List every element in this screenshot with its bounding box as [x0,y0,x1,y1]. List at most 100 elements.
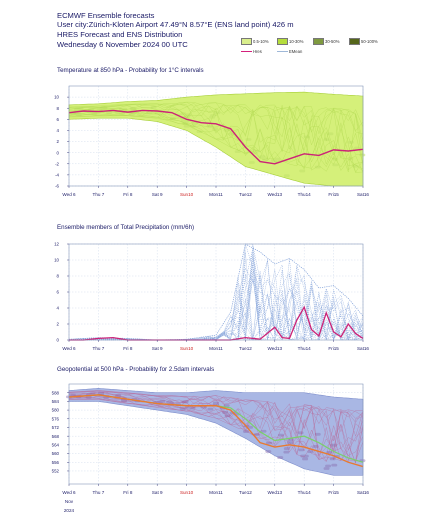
ensemble-member-line [68,103,364,160]
probability-cell [259,155,266,159]
panel-title-geopotential: Geopotential at 500 hPa - Probability fo… [57,366,215,373]
x-tick-label: Wed13 [268,346,283,351]
x-tick-label: Tue12 [239,490,252,495]
ensemble-member-line [68,293,364,341]
x-tick-label: Sun10 [180,192,194,197]
ensemble-member-line [68,105,364,173]
ensemble-member-line [68,391,364,442]
probability-cell [283,447,290,450]
probability-cell [212,127,219,131]
legend-label-band-2: 10-30% [289,39,304,44]
ensemble-member-line [68,101,364,173]
ensemble-member-line [68,395,364,464]
x-tick-label: Sat16 [357,346,369,351]
probability-cell [314,165,321,169]
x-tick-label: Wed 6 [62,346,76,351]
ensemble-member-line [68,103,364,170]
ensemble-member-line [68,391,364,447]
y-tick-label: 6 [57,117,60,122]
x-tick-label: Thu 7 [93,346,105,351]
grid [68,243,364,341]
probability-cell [298,448,305,452]
ensemble-member-line [68,396,364,460]
x-tick-label: Wed 6 [62,490,76,495]
y-tick-label: 2 [57,322,60,327]
probability-cell [299,169,306,173]
probability-cell [180,119,187,122]
x-tick-label: Thu14 [298,490,311,495]
ensemble-member-line [68,394,364,464]
year-label: 2024 [64,508,75,513]
y-tick-label: 2 [57,139,60,144]
legend-swatch-band-4 [349,38,360,45]
hres-line [68,109,364,165]
probability-cell [314,432,321,436]
probability-cell [234,150,241,154]
ensemble-member-line [68,394,364,456]
probability-cell [325,464,332,468]
probability-cell [278,433,285,437]
x-tick-label: Sat16 [357,192,369,197]
probability-cell [323,467,330,470]
ensemble-member-line [68,392,364,464]
probability-cell [287,441,294,445]
x-tick-label: Fri15 [328,192,339,197]
y-tick-label: -4 [55,172,59,177]
probability-cell [277,456,284,459]
probability-cell [300,454,307,458]
panel-title-temperature: Temperature at 850 hPa - Probability for… [57,67,204,74]
y-tick-label: -6 [55,184,59,189]
probability-cell [283,174,290,178]
legend-line-hres [241,51,252,52]
legend-label-band-3: 30-50% [325,39,340,44]
temperature-chart: -6 -4 -2 0 2 4 6 8 10 Wed 6 Thu 7 Fri 8 Sat 9 Sun10 Mo… [54,85,369,197]
y-tick-label: 588 [52,390,60,395]
probability-cell [302,454,309,458]
y-tick-label: 564 [52,442,60,447]
ensemble-member-line [68,391,364,450]
x-tick-label: Sat16 [357,490,369,495]
x-tick-label: Thu14 [298,192,311,197]
ensemble-member-line [68,104,364,170]
ensemble-member-line [68,105,364,159]
y-tick-label: 8 [57,106,60,111]
x-tick-label: Fri 8 [123,192,133,197]
probability-cell [262,157,269,161]
y-tick-label: 584 [52,399,60,404]
ensemble-member-line [69,251,364,341]
x-tick-label: Wed 6 [62,192,76,197]
x-tick-label: Tue12 [239,346,252,351]
panel-title-precipitation: Ensemble members of Total Precipitation … [57,224,195,231]
y-tick-label: 10 [54,95,59,100]
probability-cell [91,112,98,115]
ensemble-member-line [68,243,364,341]
probability-cell [73,108,80,112]
legend-swatch-band-2 [277,38,288,45]
y-tick-label: 0 [57,150,60,155]
hres-line [68,394,364,468]
legend-label-band-4: 50-100% [361,39,378,44]
location-line: User city:Zürich-Kloten Airport 47.49°N … [57,20,294,29]
legend-label-band-1: 0.5-10% [253,39,269,44]
probability-cell [260,429,267,433]
probability-cell [185,405,192,409]
x-tick-label: Thu 7 [93,192,105,197]
x-tick-label: Sat 9 [152,192,163,197]
y-tick-label: 556 [52,460,60,465]
ensemble-member-line [68,248,364,341]
x-tick-label: Wed13 [268,490,283,495]
probability-cell [214,111,221,115]
probability-cell [283,450,290,454]
x-tick-label: Sat 9 [152,346,163,351]
x-tick-label: Sun10 [180,490,194,495]
probability-cell [332,157,339,161]
y-tick-label: 568 [52,434,60,439]
legend-swatch-band-1 [241,38,252,45]
probability-cell [252,149,259,153]
ensemble-member-line [68,274,364,341]
legend: 0.5-10% 10-30% 30-50% 50-100% Hres EMean [241,38,391,58]
ensemble-member-line [68,282,364,341]
x-tick-label: Thu 7 [93,490,105,495]
page-title: ECMWF Ensemble forecasts [57,11,155,20]
y-tick-label: 12 [54,242,59,247]
